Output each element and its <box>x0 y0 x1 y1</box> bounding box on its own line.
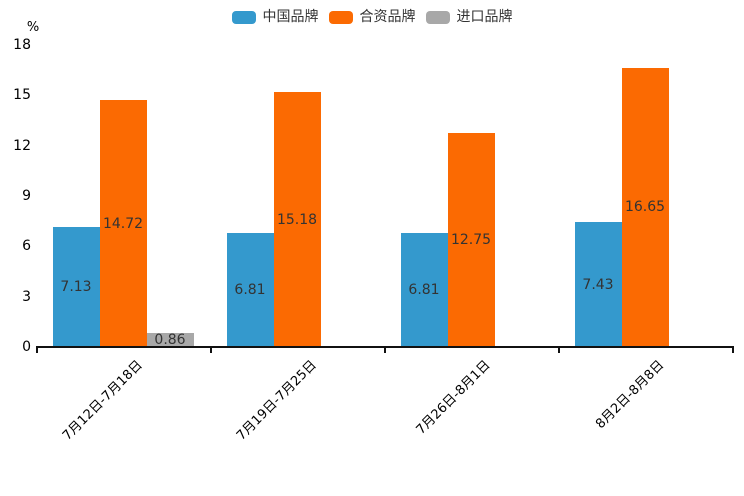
y-tick-label: 18 <box>13 37 31 53</box>
bar-joint-venture-brand-1[interactable] <box>273 92 321 347</box>
bar-value-label: 7.13 <box>60 279 92 296</box>
y-tick-label: 15 <box>13 87 31 104</box>
x-axis-tick <box>732 348 734 353</box>
bar-value-label: 7.43 <box>582 276 614 293</box>
x-category-label: 8月2日-8月8日 <box>593 357 668 432</box>
x-axis-tick <box>210 348 212 353</box>
bar-value-label: 6.81 <box>408 281 440 298</box>
bar-value-label: 15.18 <box>276 211 318 228</box>
import-brand-legend-swatch-icon <box>425 10 450 24</box>
x-category-label: 7月19日-7月25日 <box>233 357 320 444</box>
x-axis-tick <box>36 348 38 353</box>
y-axis-unit-label: % <box>26 20 40 35</box>
bar-china-brand-0[interactable] <box>52 227 100 347</box>
x-axis-line <box>36 346 734 348</box>
bar-china-brand-3[interactable] <box>574 222 622 347</box>
bar-import-brand-0[interactable] <box>146 332 194 347</box>
x-category-label: 7月26日-8月1日 <box>413 357 494 438</box>
bar-china-brand-2[interactable] <box>400 232 448 347</box>
y-tick-label: 6 <box>22 238 31 255</box>
legend-item-import-brand[interactable]: 进口品牌 <box>425 7 513 27</box>
legend: 中国品牌 合资品牌 进口品牌 <box>0 6 744 28</box>
bar-value-label: 16.65 <box>624 199 666 216</box>
bar-value-label: 14.72 <box>102 215 144 232</box>
legend-item-joint-venture-brand[interactable]: 合资品牌 <box>328 7 416 27</box>
china-brand-legend-swatch-icon <box>231 10 256 24</box>
legend-label-china-brand: 中国品牌 <box>262 9 319 25</box>
x-category-label: 7月12日-7月18日 <box>59 357 146 444</box>
bar-china-brand-1[interactable] <box>226 232 274 347</box>
legend-label-import-brand: 进口品牌 <box>456 9 513 25</box>
bar-joint-venture-brand-2[interactable] <box>447 133 495 347</box>
bar-joint-venture-brand-0[interactable] <box>99 100 147 347</box>
y-tick-label: 3 <box>22 288 31 305</box>
x-axis-tick <box>558 348 560 353</box>
bar-value-label: 6.81 <box>234 281 266 298</box>
y-tick-label: 9 <box>22 188 31 204</box>
legend-item-china-brand[interactable]: 中国品牌 <box>231 7 319 27</box>
bar-joint-venture-brand-3[interactable] <box>621 67 669 347</box>
y-tick-label: 12 <box>13 137 31 154</box>
legend-label-joint-venture-brand: 合资品牌 <box>359 9 416 25</box>
bar-value-label: 12.75 <box>450 232 492 249</box>
y-tick-label: 0 <box>22 339 31 355</box>
joint-venture-brand-legend-swatch-icon <box>328 10 353 24</box>
x-axis-tick <box>384 348 386 353</box>
bar-value-label: 0.86 <box>154 331 186 348</box>
